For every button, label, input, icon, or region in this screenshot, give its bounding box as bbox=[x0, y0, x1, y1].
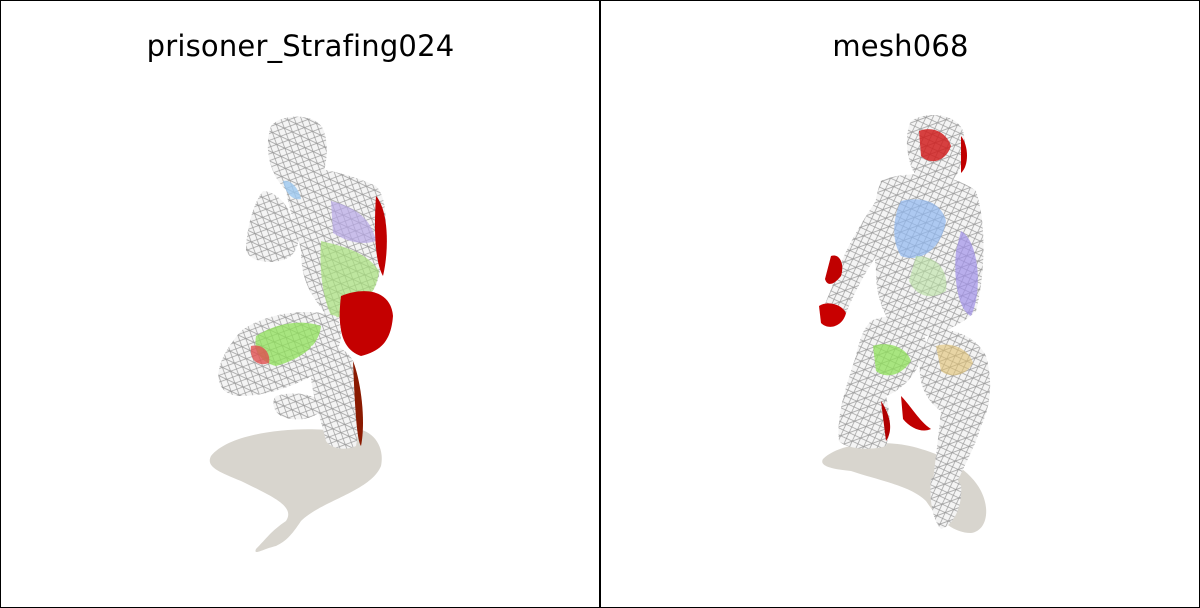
thigh bbox=[339, 291, 393, 356]
panel-title: mesh068 bbox=[832, 29, 969, 63]
mesh-render-left bbox=[209, 116, 393, 553]
thigh-right bbox=[919, 329, 991, 489]
foot bbox=[273, 393, 323, 420]
thigh bbox=[838, 316, 926, 449]
arm bbox=[821, 196, 886, 325]
panel-title: prisoner_Strafing024 bbox=[146, 29, 455, 63]
mesh-render-right bbox=[819, 115, 991, 533]
foot bbox=[930, 475, 962, 529]
panel-left: prisoner_Strafing024 bbox=[1, 1, 600, 607]
head bbox=[267, 116, 327, 198]
panel-right: mesh068 bbox=[601, 1, 1200, 607]
shin bbox=[309, 344, 359, 449]
panel-divider bbox=[599, 0, 601, 608]
arm bbox=[246, 191, 299, 263]
ground-shadow bbox=[209, 428, 382, 553]
